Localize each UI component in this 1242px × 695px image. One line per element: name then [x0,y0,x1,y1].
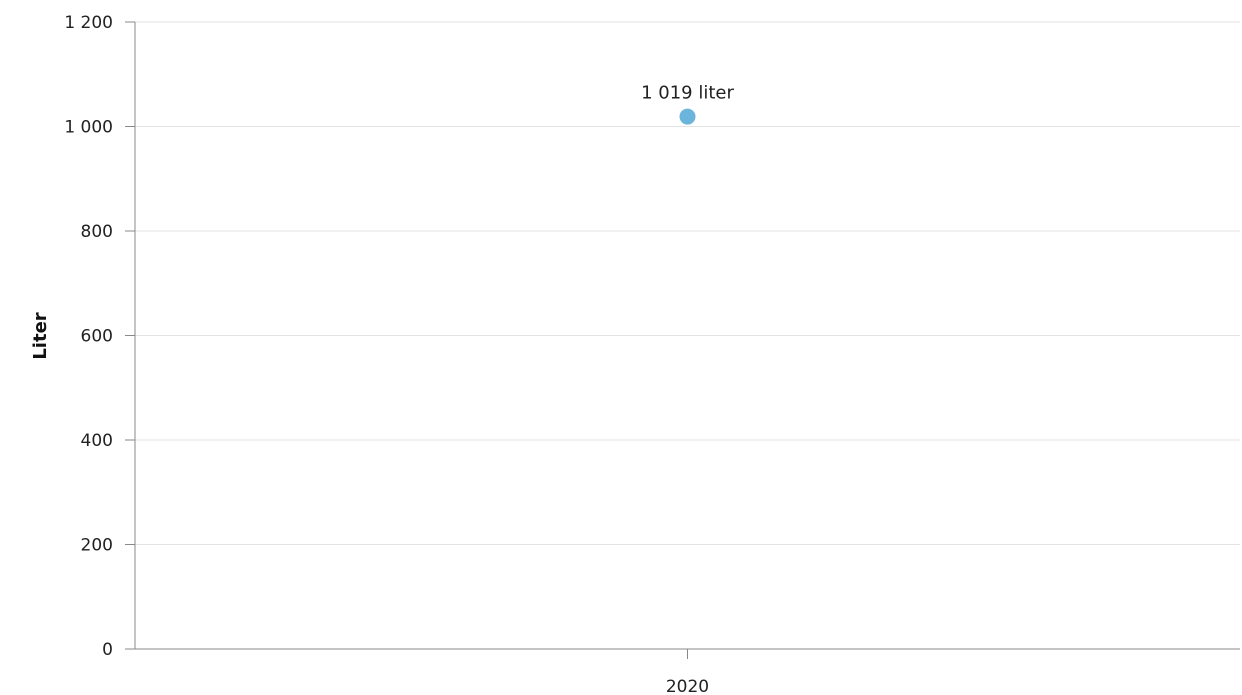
y-tick-label: 0 [102,640,113,660]
y-tick-label: 200 [81,536,113,556]
y-tick-label: 1 200 [64,13,113,33]
data-point [679,108,696,125]
y-tick-label: 800 [81,222,113,242]
y-tick-label: 600 [81,327,113,347]
gridlines [135,21,1240,545]
data-points: 1 019 liter [641,83,734,125]
y-tick-label: 400 [81,431,113,451]
y-axis-ticks: 0 200 400 600 800 1 000 1 200 [64,13,135,660]
x-axis-ticks: 2020 [666,649,709,695]
y-axis-title: Liter [30,312,51,359]
data-label: 1 019 liter [641,83,734,104]
y-tick-label: 1 000 [64,118,113,138]
x-tick-label: 2020 [666,677,709,695]
